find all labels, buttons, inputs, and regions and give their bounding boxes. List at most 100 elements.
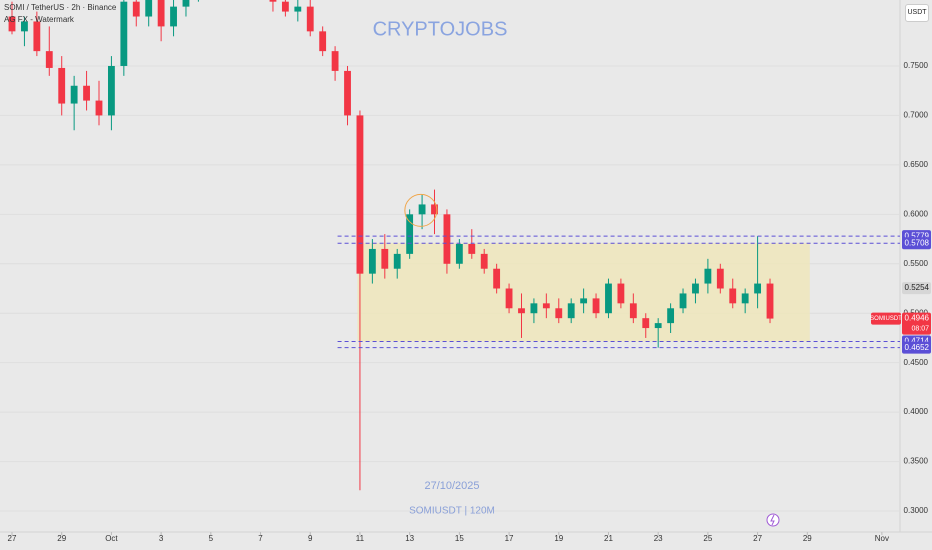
- candle-body: [132, 1, 140, 17]
- x-tick-label: 5: [209, 534, 214, 543]
- candle-body: [368, 248, 376, 274]
- candle-body: [455, 243, 463, 264]
- candle-body: [530, 303, 538, 314]
- candle-body: [8, 16, 16, 32]
- x-tick-label: 7: [258, 534, 263, 543]
- level-box: [902, 237, 931, 250]
- y-tick-label: 0.3000: [904, 506, 929, 515]
- candle-body: [381, 248, 389, 269]
- price-marker-label: 0.5254: [905, 283, 930, 292]
- plot: [8, 0, 774, 491]
- price-marker-box: [902, 282, 931, 295]
- countdown: 08:07: [911, 325, 929, 332]
- candle-body: [443, 214, 451, 264]
- y-tick-label: 0.4000: [904, 407, 929, 416]
- candle-body: [269, 0, 277, 2]
- x-tick-label: 27: [753, 534, 762, 543]
- x-tick-label: 25: [703, 534, 712, 543]
- x-tick-label: 11: [356, 534, 365, 543]
- candle-body: [21, 21, 28, 32]
- last-price-box: [902, 312, 931, 335]
- x-tick-label: 19: [554, 534, 563, 543]
- last-price-label: 0.4946: [905, 314, 930, 323]
- x-tick-label: Oct: [105, 534, 118, 543]
- y-tick-label: 0.7000: [904, 111, 929, 120]
- y-tick-label: 0.4500: [904, 358, 929, 367]
- candle-body: [518, 308, 525, 314]
- candle-body: [617, 283, 625, 304]
- x-tick-label: 17: [505, 534, 514, 543]
- candle-body: [629, 303, 637, 319]
- candle-body: [592, 298, 600, 314]
- candle-body: [729, 288, 737, 304]
- candle-body: [306, 6, 314, 32]
- level-label: 0.4714: [905, 337, 930, 346]
- x-tick-label: 9: [308, 534, 313, 543]
- y-tick-label: 0.7500: [904, 61, 929, 70]
- candle-body: [468, 243, 476, 254]
- candle-body: [493, 268, 501, 289]
- candle-body: [33, 21, 41, 52]
- candle-body: [766, 283, 774, 319]
- candle-body: [754, 283, 762, 294]
- level-label: 0.5779: [905, 231, 930, 240]
- candle-body: [542, 303, 550, 309]
- annotation: SOMIUSDT | 120M: [409, 506, 495, 517]
- x-tick-label: 3: [159, 534, 164, 543]
- y-tick-label: 0.6000: [904, 209, 929, 218]
- level-box: [902, 341, 931, 354]
- x-tick-label: 27: [8, 534, 17, 543]
- level-label: 0.4652: [905, 343, 930, 352]
- symbol-label: SOMIUSDT: [870, 316, 902, 322]
- candle-body: [83, 85, 90, 101]
- candle-body: [294, 6, 302, 12]
- candle-body: [107, 65, 115, 116]
- overlay: [337, 193, 900, 349]
- x-tick-label: 29: [57, 534, 66, 543]
- candle-body: [679, 293, 687, 309]
- candle-body: [567, 303, 575, 319]
- candle-body: [741, 293, 749, 304]
- candle-body: [580, 298, 588, 304]
- candle-body: [45, 51, 53, 68]
- candle-body: [692, 283, 699, 294]
- y-tick-label: 0.3500: [904, 457, 929, 466]
- x-tick-label: 13: [405, 534, 414, 543]
- indicator-name: AG FX - Watermark: [4, 15, 74, 24]
- candle-body: [505, 288, 513, 309]
- highlight-circle: [404, 193, 438, 227]
- watermark: CRYPTOJOBS: [373, 18, 508, 40]
- candle-body: [120, 1, 128, 66]
- candle-body: [480, 253, 488, 269]
- candle-body: [393, 253, 401, 269]
- currency-button[interactable]: USDT: [905, 4, 929, 22]
- candle-body: [157, 0, 165, 27]
- candle-body: [654, 323, 662, 329]
- candle-body: [331, 51, 339, 71]
- x-tick-label: 23: [654, 534, 663, 543]
- candle-body: [555, 308, 563, 319]
- y-tick-label: 0.5500: [904, 259, 929, 268]
- alert-icon-bolt: [770, 514, 775, 526]
- candle-body: [704, 268, 712, 284]
- alert-icon[interactable]: [766, 513, 780, 527]
- candle-body: [145, 0, 153, 17]
- level-label: 0.5708: [905, 238, 930, 247]
- candle-body: [319, 31, 327, 52]
- annotation: 27/10/2025: [424, 480, 479, 492]
- x-tick-label: Nov: [875, 534, 889, 543]
- x-tick-label: 21: [604, 534, 613, 543]
- candle-body: [356, 115, 364, 274]
- candle-body: [406, 214, 414, 254]
- candle-body: [281, 1, 289, 12]
- candle-body: [170, 6, 177, 27]
- candle-body: [182, 0, 190, 7]
- x-tick-label: 29: [803, 534, 812, 543]
- candle-body: [642, 318, 650, 329]
- y-tick-label: 0.6500: [904, 160, 929, 169]
- candle-body: [95, 100, 103, 116]
- candle-body: [344, 70, 351, 116]
- candle-body: [70, 85, 78, 104]
